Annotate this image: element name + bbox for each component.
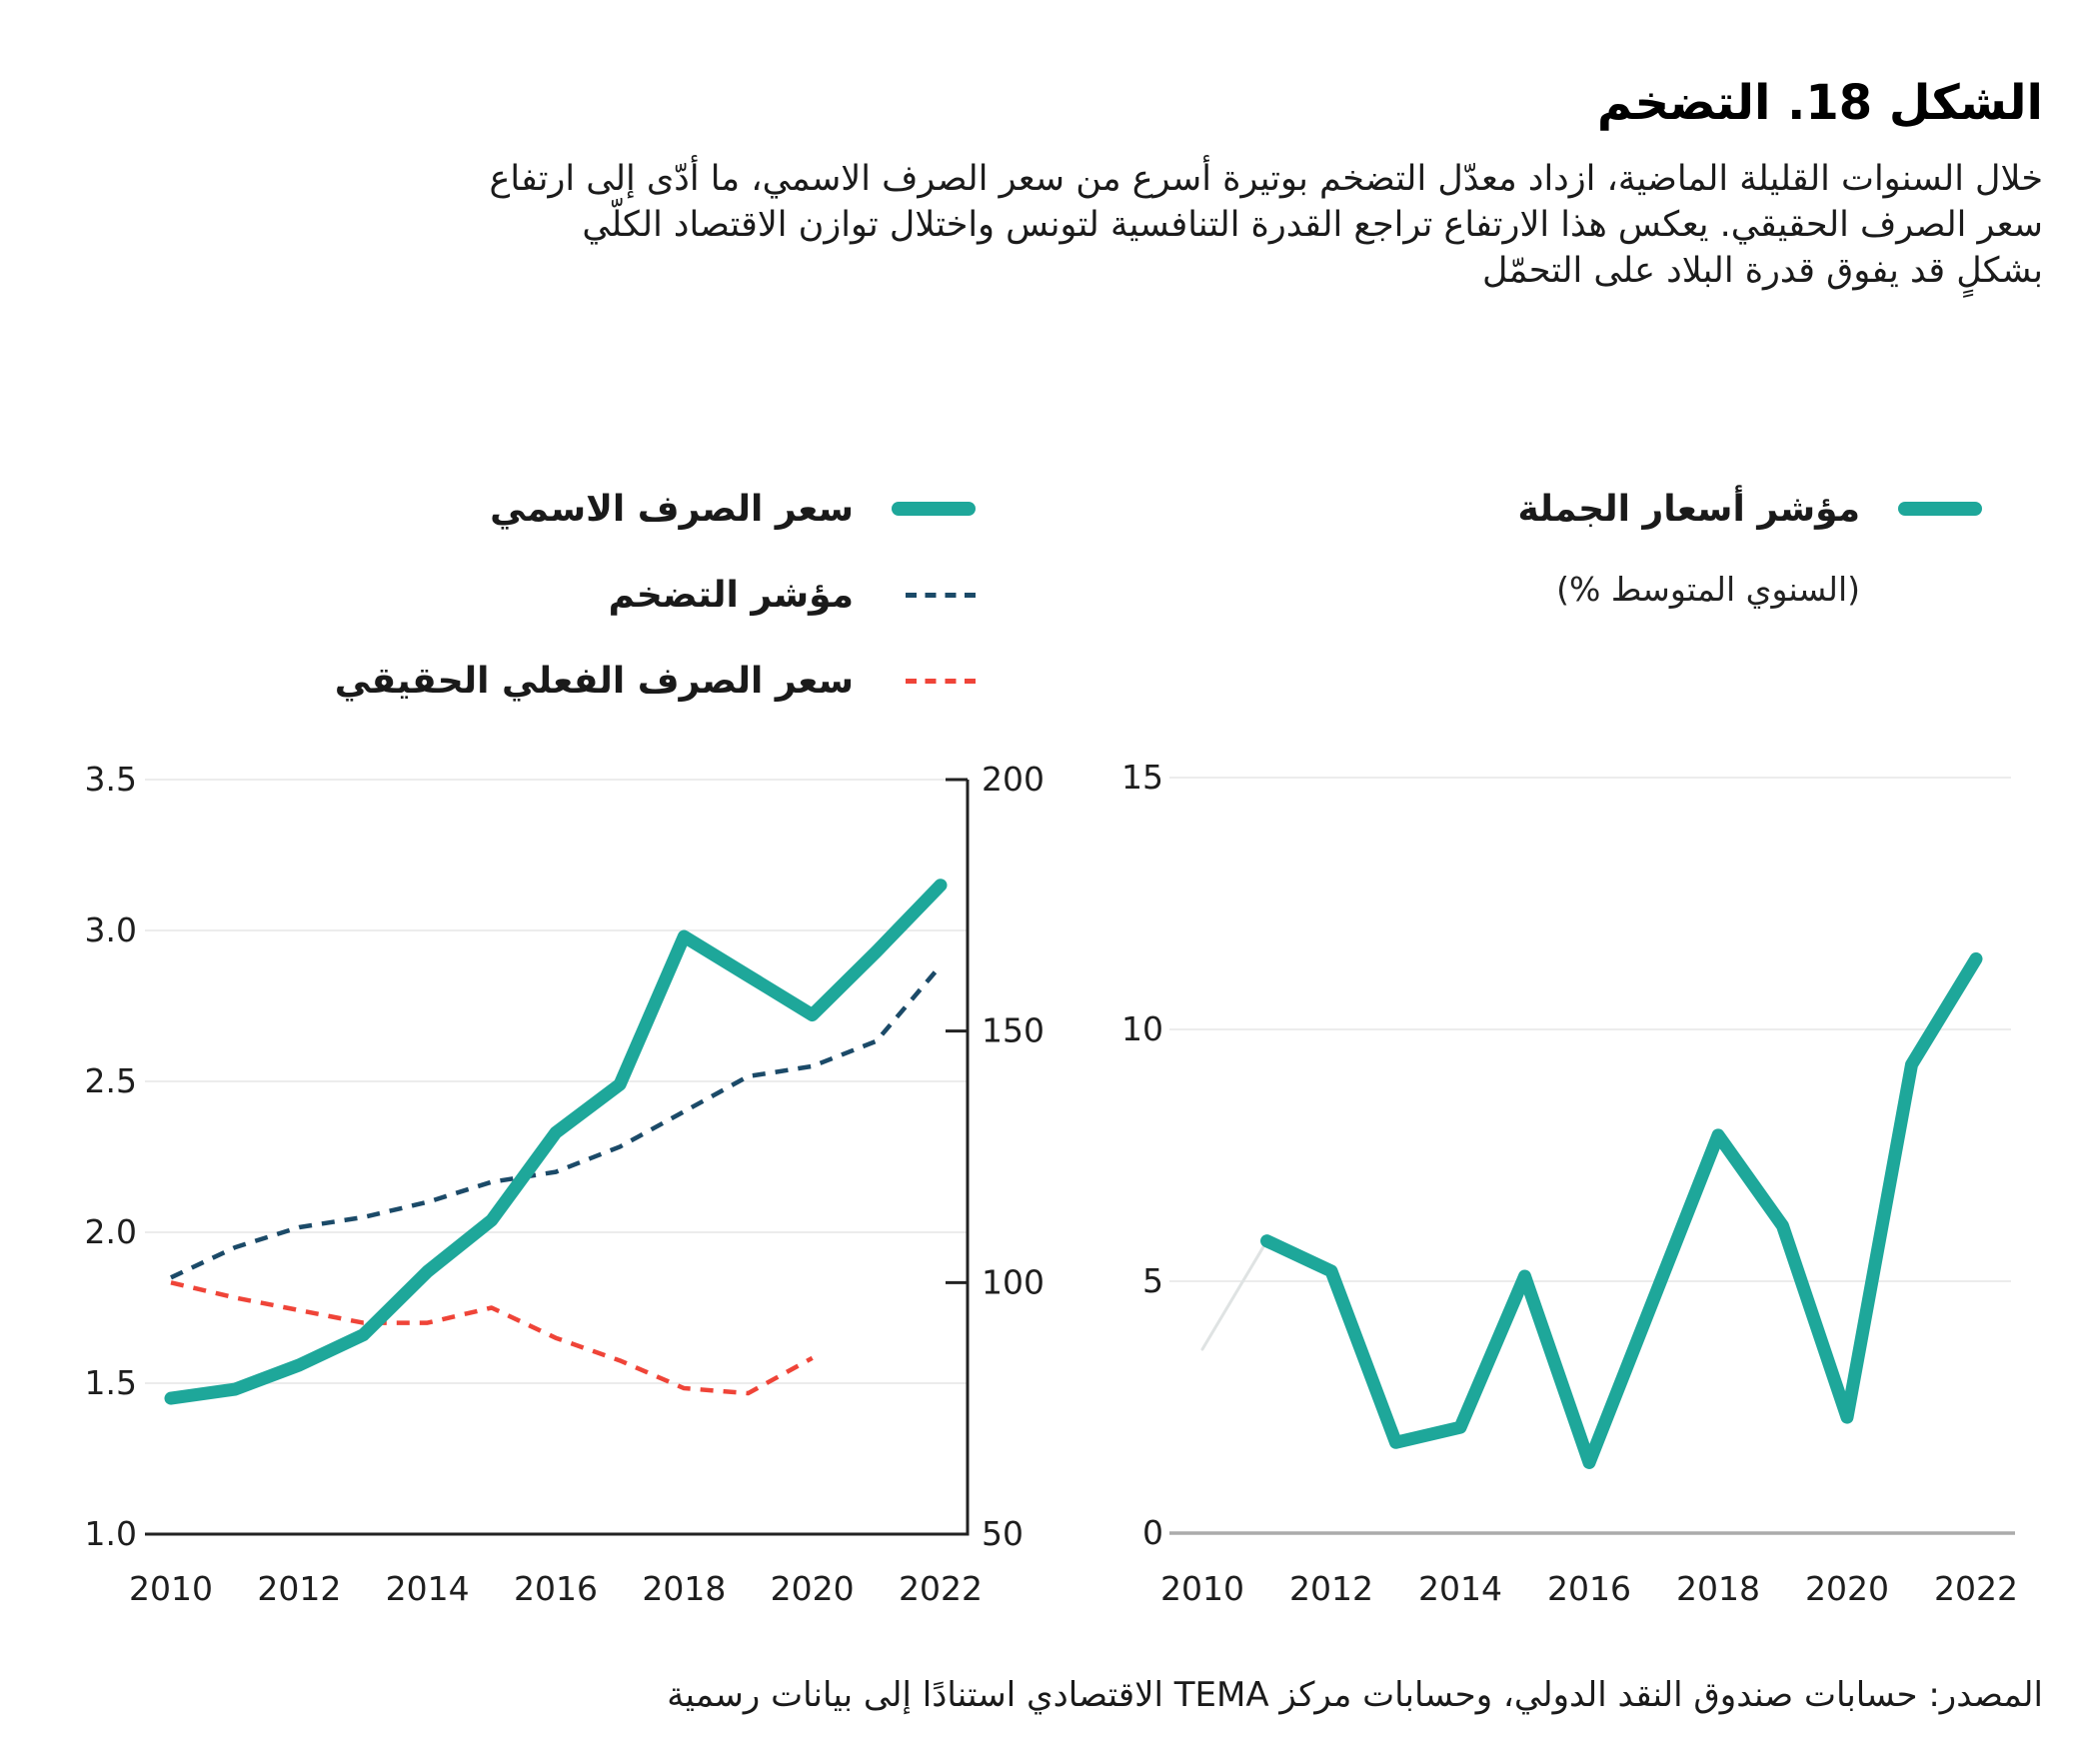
legend-swatch-box [1898,502,1982,516]
x-axis-tick-label: 2012 [257,1569,341,1608]
legend-item-wholesale-price-index: مؤشر أسعار الجملة [1517,484,1982,534]
y-axis-tick-label: 5 [1142,1261,1163,1300]
left-axis-tick-label: 2.0 [85,1212,137,1251]
legend-item-nominal-exchange-rate: سعر الصرف الاسمي [335,484,976,534]
series-line-faint [1200,1239,1268,1351]
legend-label-real-effective-exchange-rate: سعر الصرف الفعلي الحقيقي [334,660,854,702]
legend-item-inflation-index: مؤشر التضخم [335,570,976,620]
x-axis-tick-label: 2022 [899,1569,983,1608]
solid-teal-line-icon [1898,502,1982,516]
x-axis-tick-label: 2014 [386,1569,470,1608]
source-note: المصدر: حسابات صندوق النقد الدولي، وحساب… [667,1675,2043,1715]
x-axis-tick-label: 2022 [1934,1569,2018,1608]
intro-line-3: بشكلٍ قد يفوق قدرة البلاد على التحمّل [1481,251,2043,291]
x-axis-tick-label: 2010 [129,1569,213,1608]
intro-line-1: خلال السنوات القليلة الماضية، ازداد معدّ… [489,159,2043,199]
series-line-red [170,1280,814,1396]
y-axis-tick-label: 0 [1142,1513,1163,1552]
legend-item-real-effective-exchange-rate: سعر الصرف الفعلي الحقيقي [335,656,976,706]
right-axis-tick-label: 150 [982,1011,1044,1050]
x-axis-tick-label: 2020 [1805,1569,1889,1608]
solid-teal-line-icon [892,502,976,516]
legend-left-chart: سعر الصرف الاسمي مؤشر التضخم سعر الصرف ا… [335,484,976,742]
left-chart-svg: 3.5 3.0 2.5 2.0 1.5 1.0 200 150 100 50 2010 2012 201… [85,760,1044,1608]
y-axis-tick-label: 10 [1121,1009,1163,1048]
right-chart-svg: 15 10 5 0 2010 2012 2014 2016 2018 2020 2022 [1121,758,2018,1608]
legend-label-wholesale-price-index: مؤشر أسعار الجملة [1517,488,1861,530]
intro-line-2: سعر الصرف الحقيقي. يعكس هذا الارتفاع ترا… [582,205,2043,245]
legend-label-inflation-index: مؤشر التضخم [608,574,854,616]
x-axis-tick-label: 2016 [1547,1569,1631,1608]
x-axis-tick-label: 2018 [642,1569,726,1608]
legend-swatch-box [892,502,976,516]
left-axis-tick-label: 3.5 [85,760,137,799]
x-axis-tick-label: 2016 [514,1569,598,1608]
x-axis-tick-label: 2014 [1418,1569,1502,1608]
exchange-rate-inflation-chart: 3.5 3.0 2.5 2.0 1.5 1.0 200 150 100 50 2010 2012 201… [44,745,1059,1644]
dashed-navy-line-icon [905,592,976,598]
right-axis-tick-label: 100 [982,1262,1044,1301]
x-axis-tick-label: 2020 [771,1569,855,1608]
left-axis-tick-label: 3.0 [85,910,137,949]
figure-title: الشكل 18. التضخم [1596,75,2043,131]
left-axis-tick-label: 1.0 [85,1514,137,1553]
x-axis-tick-label: 2012 [1289,1569,1373,1608]
legend-right-chart: مؤشر أسعار الجملة (السنوي المتوسط %) [1517,484,1982,609]
legend-swatch-box [892,592,976,598]
x-axis-tick-label: 2018 [1676,1569,1760,1608]
wholesale-price-index-chart: 15 10 5 0 2010 2012 2014 2016 2018 2020 2022 [1099,745,2083,1644]
series-line-navy [170,963,943,1280]
right-axis-tick-label: 50 [982,1514,1024,1553]
figure-intro: خلال السنوات القليلة الماضية، ازداد معدّ… [40,156,2043,294]
left-axis-tick-label: 2.5 [85,1061,137,1100]
legend-sublabel-annual-average-pct: (السنوي المتوسط %) [1556,570,1860,609]
dashed-red-line-icon [905,678,976,684]
left-axis-tick-label: 1.5 [85,1363,137,1402]
y-axis-tick-label: 15 [1121,758,1163,797]
series-line-teal [1260,951,1983,1469]
legend-swatch-box [892,678,976,684]
x-axis-tick-label: 2010 [1160,1569,1244,1608]
legend-label-nominal-exchange-rate: سعر الصرف الاسمي [490,488,854,530]
right-axis-tick-label: 200 [982,760,1044,799]
series-line-teal [164,879,948,1405]
